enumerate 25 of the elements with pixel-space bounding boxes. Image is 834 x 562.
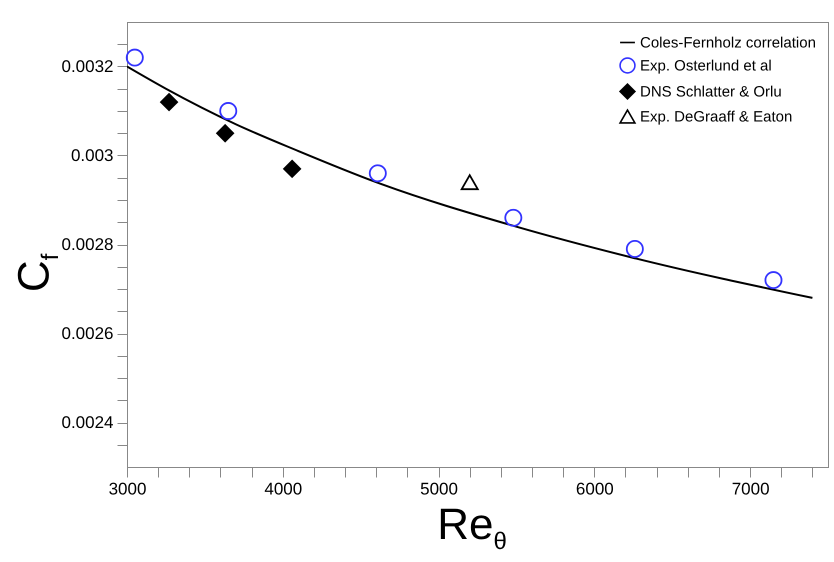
y-tick-label: 0.0028 (62, 235, 114, 254)
legend-label: Coles-Fernholz correlation (640, 34, 816, 52)
point (216, 124, 234, 142)
legend-label: Exp. Osterlund et al (640, 58, 772, 74)
point (160, 93, 178, 112)
point (368, 164, 387, 182)
point (460, 174, 479, 190)
x-tick-label: 7000 (732, 480, 770, 498)
y-tick-label: 0.0024 (62, 413, 114, 432)
legend-label: DNS Schlatter & Orlu (640, 84, 782, 100)
x-tick-label: 4000 (264, 480, 302, 498)
y-tick-label: 0.003 (70, 146, 114, 165)
point (126, 48, 144, 67)
point (764, 271, 782, 290)
x-tick-label: 3000 (108, 480, 146, 498)
y-tick-label: 0.0026 (62, 324, 114, 343)
point (626, 240, 644, 258)
x-tick-label: 5000 (420, 480, 458, 498)
x-tick-label: 6000 (576, 480, 614, 498)
y-tick-label: 0.0032 (62, 57, 114, 76)
point (219, 102, 238, 120)
point (283, 160, 302, 178)
x-axis-title: Re$_{θ}$ (436, 500, 508, 556)
point (504, 208, 522, 227)
legend-label: Exp. DeGraaff & Eaton (640, 108, 792, 126)
